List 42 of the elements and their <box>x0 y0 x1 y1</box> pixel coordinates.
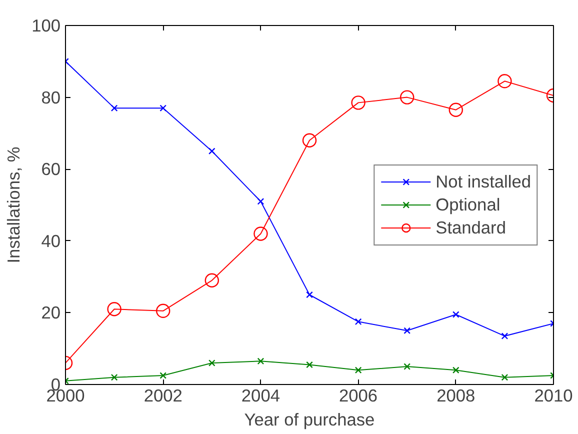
legend-label: Not installed <box>436 171 531 192</box>
point <box>448 102 463 117</box>
point <box>257 198 264 205</box>
point <box>501 332 508 340</box>
point <box>306 361 313 368</box>
point <box>452 311 460 318</box>
point <box>156 304 170 318</box>
point <box>208 148 216 155</box>
point <box>204 273 219 288</box>
point <box>254 226 268 241</box>
point <box>208 360 216 366</box>
point <box>400 90 414 104</box>
point <box>110 104 118 112</box>
point <box>257 358 264 365</box>
legend-label: Optional <box>436 194 500 215</box>
x-tick-label: 2004 <box>241 386 280 406</box>
y-tick-label: 80 <box>41 87 61 108</box>
y-tick-label: 100 <box>32 16 61 36</box>
x-tick-label: 2008 <box>436 386 476 406</box>
point <box>302 133 317 148</box>
y-tick-label: 40 <box>41 230 61 251</box>
point <box>404 327 411 334</box>
x-tick-label: 2006 <box>339 386 378 406</box>
point <box>498 74 512 88</box>
point <box>452 366 460 374</box>
point <box>501 374 508 381</box>
point <box>160 372 167 379</box>
x-tick-label: 2002 <box>144 386 182 406</box>
y-tick-label: 20 <box>41 302 61 323</box>
point <box>354 366 362 374</box>
x-axis-title: Year of purchase <box>244 410 375 430</box>
point <box>306 291 313 298</box>
legend-label: Standard <box>436 217 506 238</box>
point <box>404 363 411 370</box>
y-axis-title: Installations, % <box>4 146 24 264</box>
point <box>107 302 122 316</box>
point <box>160 104 167 112</box>
point <box>110 374 118 381</box>
point <box>354 318 362 326</box>
y-tick-label: 60 <box>41 159 61 180</box>
x-tick-label: 2010 <box>534 386 573 406</box>
point <box>351 96 366 110</box>
